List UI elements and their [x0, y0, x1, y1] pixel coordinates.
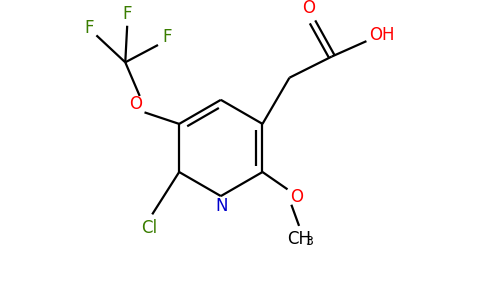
Text: OH: OH — [369, 26, 394, 44]
Text: O: O — [290, 188, 302, 206]
Text: Cl: Cl — [141, 219, 157, 237]
Text: F: F — [122, 5, 132, 23]
Text: 3: 3 — [305, 235, 313, 248]
Text: F: F — [163, 28, 172, 46]
Text: N: N — [215, 197, 228, 215]
Text: O: O — [129, 95, 142, 113]
Text: O: O — [302, 0, 315, 17]
Text: F: F — [84, 19, 93, 37]
Text: CH: CH — [287, 230, 311, 248]
